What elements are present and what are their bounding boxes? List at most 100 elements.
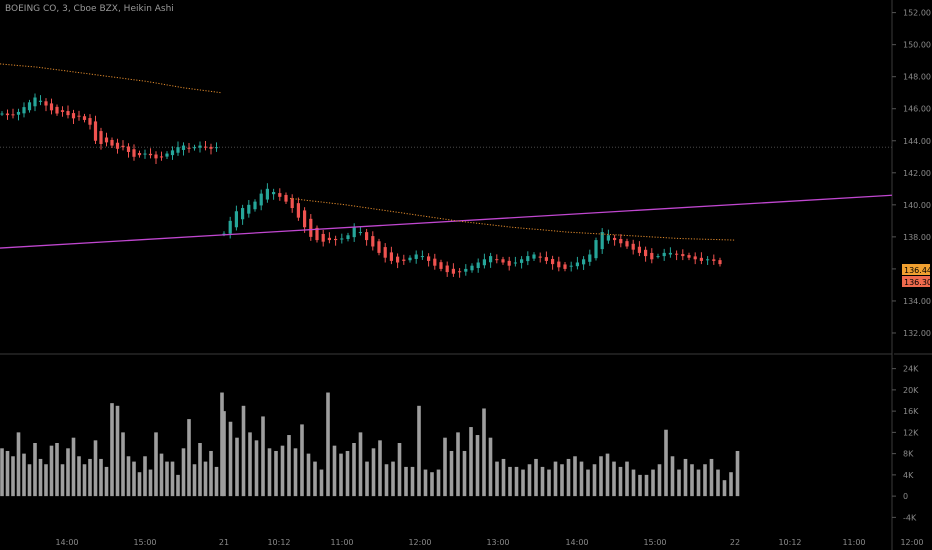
price-tick-label: 132.00 (903, 329, 931, 338)
time-tick-label: 10:12 (778, 538, 801, 547)
volume-bar-session1 (181, 448, 186, 497)
candle-session1-body (143, 153, 147, 155)
candle-session1-body (176, 147, 180, 153)
candle-session1-body (154, 154, 158, 159)
volume-bar-session1 (55, 443, 59, 497)
volume-bar-session1 (220, 392, 224, 497)
moving-average-segment2 (289, 197, 736, 241)
candle-session2-body (272, 192, 276, 195)
candle-session2-body (408, 257, 412, 261)
volume-tick-label: 12K (903, 428, 919, 437)
candle-session2-body (420, 256, 424, 258)
volume-bar-session2 (456, 432, 460, 497)
volume-bar-session1 (110, 403, 114, 497)
volume-bar-session2 (664, 429, 668, 497)
price-tick-label: 134.00 (903, 297, 931, 306)
volume-bar-session1 (71, 437, 76, 497)
volume-bar-session2 (261, 416, 265, 497)
candle-session2-body (352, 227, 356, 238)
volume-layer (0, 392, 740, 497)
volume-bar-session1 (115, 405, 120, 497)
volume-bar-session1 (170, 461, 175, 497)
volume-bar-session1 (5, 450, 10, 497)
volume-bar-session2 (605, 453, 610, 497)
volume-bar-session1 (176, 474, 180, 497)
candle-session1-body (121, 145, 125, 148)
volume-bar-session1 (0, 448, 4, 497)
volume-bar-session2 (436, 469, 441, 497)
candle-session1-body (66, 111, 70, 116)
candle-session1-body (88, 118, 92, 125)
volume-bar-session1 (33, 443, 37, 497)
volume-bar-session2 (599, 456, 603, 497)
volume-bar-session2 (644, 474, 649, 497)
price-tick-label: 142.00 (903, 169, 931, 178)
candle-session1-body (209, 146, 213, 149)
moving-average-segment1 (0, 63, 222, 94)
price-tick-label: 148.00 (903, 73, 931, 82)
volume-bar-session1 (154, 432, 158, 497)
volume-tick-label: 16K (903, 407, 919, 416)
volume-bar-session2 (618, 466, 623, 497)
candle-session1-body (170, 150, 175, 156)
volume-bar-session2 (521, 469, 525, 497)
candle-session1-body (33, 97, 37, 107)
candle-session2-body (681, 254, 685, 257)
last-price-tag (902, 276, 930, 287)
time-tick-label: 12:00 (900, 538, 923, 547)
volume-bar-session2 (690, 464, 694, 497)
price-tick-label: 150.00 (903, 41, 931, 50)
volume-bar-session2 (495, 461, 499, 497)
candle-session2-body (588, 254, 592, 262)
candle-session2-body (247, 204, 251, 214)
candle-session2-body (296, 203, 300, 218)
volume-bar-session1 (165, 461, 169, 497)
candle-session2-body (482, 259, 486, 266)
volume-bar-session2 (482, 408, 486, 497)
candle-session1-body (126, 146, 131, 152)
candle-session2-body (582, 259, 586, 265)
candle-session2-body (557, 261, 561, 268)
axes-layer: 132.00134.00136.00138.00140.00142.00144.… (55, 9, 932, 547)
candle-session1-body (148, 153, 153, 156)
candle-session2-body (594, 240, 598, 259)
candle-session1-body (77, 115, 81, 117)
volume-bar-session2 (345, 450, 350, 497)
time-tick-label: 11:00 (330, 538, 353, 547)
volume-bar-session1 (88, 458, 92, 497)
volume-bar-session1 (126, 456, 131, 497)
volume-bar-session2 (696, 469, 701, 497)
volume-bar-session2 (254, 440, 259, 497)
candle-session2-body (563, 264, 567, 269)
candle-session2-body (228, 220, 232, 234)
time-tick-label: 12:00 (408, 538, 431, 547)
volume-bar-session1 (209, 450, 213, 497)
candle-session2-body (699, 257, 703, 261)
candle-session1-body (82, 116, 87, 120)
time-tick-label: 15:00 (643, 538, 666, 547)
candle-session2-body (675, 253, 679, 255)
volume-bar-session2 (677, 469, 681, 497)
volume-bar-session2 (735, 450, 740, 497)
volume-bar-session1 (11, 456, 15, 497)
time-tick-label: 14:00 (565, 538, 588, 547)
candle-session2-body (575, 262, 579, 267)
candle-session1-body (104, 137, 109, 143)
volume-bar-session2 (592, 464, 597, 497)
candle-session1-body (38, 100, 43, 102)
price-tick-label: 146.00 (903, 105, 931, 114)
price-tick-label: 152.00 (903, 9, 931, 18)
candle-session2-body (489, 256, 493, 263)
volume-bar-session1 (66, 448, 70, 497)
candle-session2-body (451, 268, 455, 274)
candle-session1-body (159, 156, 164, 158)
volume-bar-session2 (293, 448, 298, 497)
candle-session1-body (192, 147, 197, 149)
candle-session1-body (16, 111, 21, 115)
time-tick-label: 13:00 (486, 538, 509, 547)
volume-bar-session2 (397, 443, 402, 497)
volume-bar-session2 (443, 437, 447, 497)
candle-session2-body (346, 235, 350, 239)
